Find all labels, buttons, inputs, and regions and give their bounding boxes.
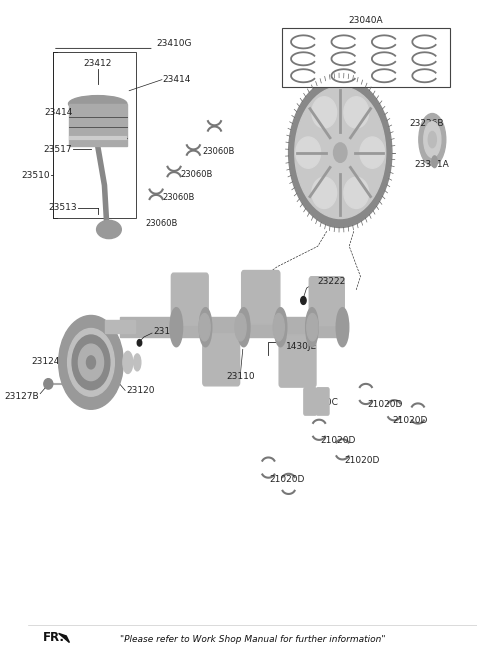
- Ellipse shape: [170, 307, 182, 347]
- Text: 24340: 24340: [87, 361, 116, 370]
- FancyBboxPatch shape: [241, 271, 280, 324]
- Text: 23127B: 23127B: [5, 392, 39, 401]
- Text: 23124B: 23124B: [32, 357, 66, 365]
- Ellipse shape: [273, 313, 284, 341]
- Text: 23517: 23517: [44, 145, 72, 154]
- Text: 23040A: 23040A: [348, 16, 383, 25]
- Text: 21020D: 21020D: [345, 455, 380, 464]
- Ellipse shape: [44, 378, 53, 389]
- Ellipse shape: [274, 307, 287, 347]
- Text: 23060B: 23060B: [203, 147, 235, 156]
- FancyBboxPatch shape: [279, 335, 316, 387]
- FancyBboxPatch shape: [316, 388, 329, 415]
- Ellipse shape: [307, 313, 318, 341]
- Text: 1430JE: 1430JE: [287, 342, 317, 351]
- Text: 23125: 23125: [153, 327, 181, 336]
- Ellipse shape: [419, 114, 446, 166]
- FancyBboxPatch shape: [304, 388, 316, 415]
- Circle shape: [300, 296, 306, 304]
- Ellipse shape: [424, 122, 441, 158]
- Circle shape: [78, 344, 104, 380]
- FancyBboxPatch shape: [171, 273, 208, 325]
- Text: 23060B: 23060B: [181, 170, 213, 179]
- Ellipse shape: [428, 131, 436, 148]
- Text: 23414: 23414: [45, 108, 73, 117]
- Text: FR.: FR.: [43, 631, 65, 645]
- Text: 23311A: 23311A: [414, 160, 449, 169]
- Circle shape: [59, 315, 123, 409]
- Text: 23410G: 23410G: [156, 39, 192, 49]
- Bar: [69, 104, 127, 146]
- Text: 23060B: 23060B: [146, 219, 178, 228]
- Text: 21020D: 21020D: [320, 436, 355, 445]
- Text: 23513: 23513: [48, 204, 77, 212]
- Text: "Please refer to Work Shop Manual for further information": "Please refer to Work Shop Manual for fu…: [120, 635, 385, 645]
- Text: 23226B: 23226B: [409, 119, 444, 128]
- Ellipse shape: [133, 354, 141, 371]
- Text: 23110: 23110: [226, 372, 255, 381]
- Text: 21020D: 21020D: [270, 475, 305, 484]
- Ellipse shape: [344, 97, 369, 128]
- Text: 21030C: 21030C: [303, 397, 338, 407]
- Text: 23120: 23120: [126, 386, 155, 395]
- Bar: [105, 320, 134, 333]
- Ellipse shape: [69, 96, 127, 112]
- Ellipse shape: [312, 97, 336, 128]
- Ellipse shape: [96, 220, 121, 238]
- Circle shape: [68, 328, 114, 396]
- Ellipse shape: [123, 351, 133, 373]
- Ellipse shape: [336, 307, 349, 347]
- Text: 23510: 23510: [21, 171, 49, 180]
- FancyBboxPatch shape: [309, 277, 344, 326]
- Text: 23414: 23414: [163, 75, 191, 84]
- Ellipse shape: [199, 307, 212, 347]
- Polygon shape: [59, 633, 70, 643]
- Bar: [282, 28, 450, 87]
- FancyBboxPatch shape: [203, 334, 240, 386]
- Ellipse shape: [199, 313, 210, 341]
- Ellipse shape: [312, 177, 336, 208]
- Text: 23222: 23222: [318, 277, 346, 286]
- Ellipse shape: [238, 307, 250, 347]
- Ellipse shape: [296, 137, 321, 168]
- Text: 21020D: 21020D: [367, 400, 403, 409]
- Ellipse shape: [360, 137, 384, 168]
- Circle shape: [72, 335, 110, 390]
- Ellipse shape: [306, 307, 318, 347]
- Ellipse shape: [344, 177, 369, 208]
- Ellipse shape: [432, 156, 437, 168]
- Ellipse shape: [235, 313, 246, 341]
- Circle shape: [86, 356, 96, 369]
- Circle shape: [334, 143, 347, 162]
- Circle shape: [288, 78, 392, 227]
- Bar: [53, 52, 136, 217]
- Bar: [120, 317, 347, 337]
- Text: 23060B: 23060B: [162, 193, 194, 202]
- Text: 23412: 23412: [84, 59, 112, 68]
- Text: 21020D: 21020D: [393, 417, 428, 426]
- Circle shape: [295, 87, 386, 219]
- Circle shape: [137, 340, 142, 346]
- Text: 23200D: 23200D: [315, 108, 350, 117]
